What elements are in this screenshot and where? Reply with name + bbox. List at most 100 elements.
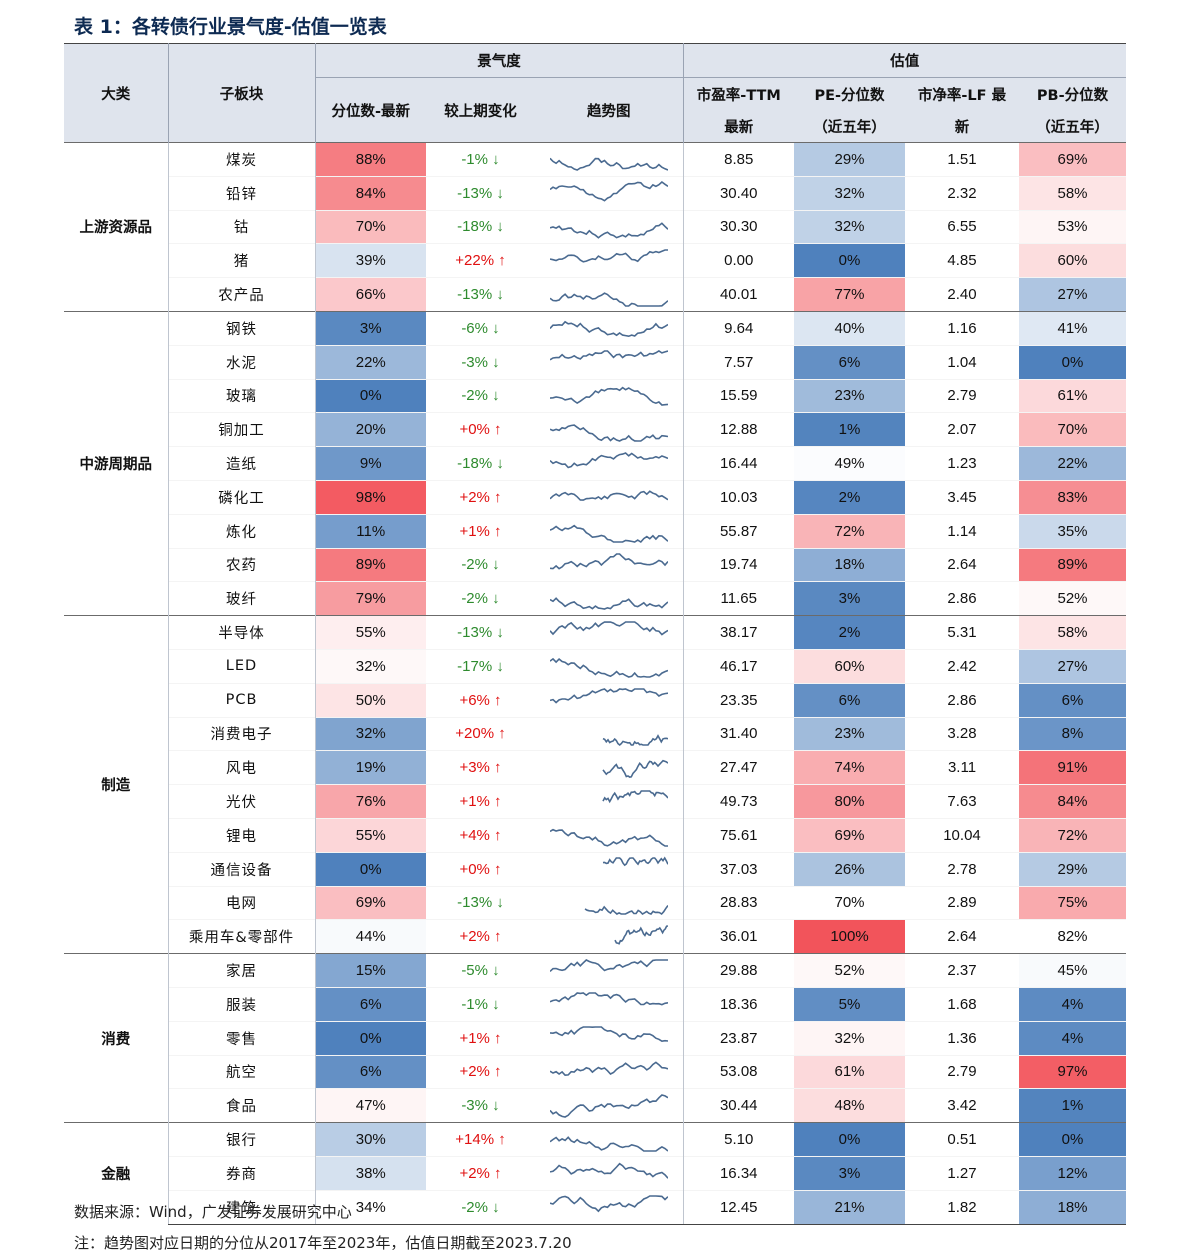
pb-pct-cell: 4% (1019, 986, 1126, 1022)
pe-pct-cell: 32% (794, 209, 905, 244)
pb-lf-cell: 2.37 (905, 953, 1019, 988)
sub-sector-cell: 通信设备 (167, 851, 315, 887)
arrow-up-icon: ↑ (489, 1029, 502, 1047)
trend-sparkline (602, 856, 668, 867)
trend-sparkline (549, 992, 668, 1006)
pb-pct-cell: 84% (1019, 784, 1126, 819)
change-cell: -13% ↓ (426, 277, 535, 312)
arrow-up-icon: ↑ (489, 1063, 502, 1081)
header-sub-sector: 子板块 (167, 43, 315, 143)
trend-cell (535, 581, 683, 616)
sub-sector-cell: 乘用车&零部件 (167, 919, 315, 954)
trend-cell (535, 547, 683, 582)
pct-latest-cell: 79% (314, 581, 426, 616)
table-row: 中游周期品 钢铁 3% -6% ↓ 9.64 40% 1.16 41% (64, 310, 1126, 616)
pct-latest-cell: 89% (314, 547, 426, 582)
pb-pct-cell: 12% (1019, 1155, 1126, 1191)
trend-cell (535, 851, 683, 887)
arrow-down-icon: ↓ (492, 218, 504, 236)
pe-ttm-cell: 30.44 (682, 1088, 794, 1123)
pb-pct-cell: 6% (1019, 682, 1126, 718)
pe-pct-cell: 6% (794, 682, 905, 718)
pe-pct-cell: 70% (794, 885, 905, 920)
change-cell: +2% ↑ (426, 1155, 535, 1191)
pe-ttm-cell: 40.01 (682, 277, 794, 312)
pb-lf-cell: 6.55 (905, 209, 1019, 244)
trend-sparkline (549, 451, 668, 468)
change-value: -13% (457, 624, 493, 642)
change-cell: +1% ↑ (426, 513, 535, 549)
trend-sparkline (549, 321, 668, 338)
pe-ttm-cell: 0.00 (682, 243, 794, 278)
pct-latest-cell: 22% (314, 344, 426, 380)
pct-latest-cell: 32% (314, 648, 426, 684)
pe-ttm-cell: 5.10 (682, 1122, 794, 1157)
arrow-down-icon: ↓ (488, 387, 500, 405)
sub-sector-cell: 零售 (167, 1020, 315, 1056)
change-cell: -18% ↓ (426, 446, 535, 481)
pb-lf-cell: 1.14 (905, 513, 1019, 549)
sub-sector-cell: 炼化 (167, 513, 315, 549)
trend-cell (535, 243, 683, 278)
pe-ttm-cell: 30.40 (682, 175, 794, 211)
change-cell: -3% ↓ (426, 1088, 535, 1123)
pe-pct-cell: 1% (794, 412, 905, 447)
table-row: 上游资源品 煤炭 88% -1% ↓ 8.85 29% 1.51 69% (64, 142, 1126, 312)
trend-sparkline (549, 1162, 668, 1180)
pe-pct-cell: 77% (794, 277, 905, 312)
change-cell: -6% ↓ (426, 310, 535, 346)
arrow-down-icon: ↓ (488, 1097, 500, 1115)
table-row: 水泥 22% -3% ↓ 7.57 6% 1.04 0% (64, 344, 1126, 380)
arrow-up-icon: ↑ (489, 826, 502, 844)
trend-cell (535, 142, 683, 177)
pe-ttm-cell: 8.85 (682, 142, 794, 177)
pe-pct-cell: 74% (794, 750, 905, 785)
change-cell: -1% ↓ (426, 986, 535, 1022)
table-row: 消费电子 32% +20% ↑ 31.40 23% 3.28 8% (64, 716, 1126, 751)
pb-lf-cell: 2.42 (905, 648, 1019, 684)
change-value: +14% (455, 1131, 495, 1148)
trend-cell (535, 1122, 683, 1157)
pb-lf-cell: 3.11 (905, 750, 1019, 785)
arrow-down-icon: ↓ (488, 962, 500, 980)
pb-pct-cell: 0% (1019, 1122, 1126, 1157)
trend-sparkline (549, 222, 668, 239)
pe-ttm-cell: 16.44 (682, 446, 794, 481)
arrow-up-icon: ↑ (494, 252, 506, 270)
sub-sector-cell: 风电 (167, 750, 315, 785)
pe-ttm-cell: 36.01 (682, 919, 794, 954)
sub-sector-cell: 煤炭 (167, 142, 315, 177)
pb-lf-cell: 1.36 (905, 1020, 1019, 1056)
pe-ttm-cell: 53.08 (682, 1054, 794, 1089)
trend-sparkline (549, 553, 668, 570)
trend-cell (535, 1155, 683, 1191)
sub-sector-cell: 消费电子 (167, 716, 315, 751)
arrow-down-icon: ↓ (492, 894, 504, 912)
pb-lf-cell: 2.07 (905, 412, 1019, 447)
pe-pct-cell: 32% (794, 1020, 905, 1056)
change-value: -6% (461, 319, 488, 337)
change-cell: -13% ↓ (426, 885, 535, 920)
pe-pct-cell: 60% (794, 648, 905, 684)
change-value: +22% (455, 252, 495, 270)
pe-pct-cell: 23% (794, 716, 905, 751)
trend-cell (535, 750, 683, 785)
trend-sparkline (549, 958, 668, 972)
pe-ttm-cell: 23.35 (682, 682, 794, 718)
trend-cell (535, 1088, 683, 1123)
change-cell: -5% ↓ (426, 953, 535, 988)
pe-pct-cell: 3% (794, 581, 905, 616)
trend-cell (535, 412, 683, 447)
pe-pct-cell: 2% (794, 615, 905, 650)
arrow-down-icon: ↓ (488, 150, 500, 168)
change-cell: +2% ↑ (426, 919, 535, 954)
pe-ttm-cell: 23.87 (682, 1020, 794, 1056)
change-cell: -3% ↓ (426, 344, 535, 380)
trend-sparkline (584, 904, 668, 915)
arrow-down-icon: ↓ (488, 353, 500, 371)
pb-pct-cell: 53% (1019, 209, 1126, 244)
header-trend: 趋势图 (535, 77, 683, 143)
trend-sparkline (549, 1135, 668, 1152)
change-cell: -1% ↓ (426, 142, 535, 177)
pct-latest-cell: 6% (314, 986, 426, 1022)
